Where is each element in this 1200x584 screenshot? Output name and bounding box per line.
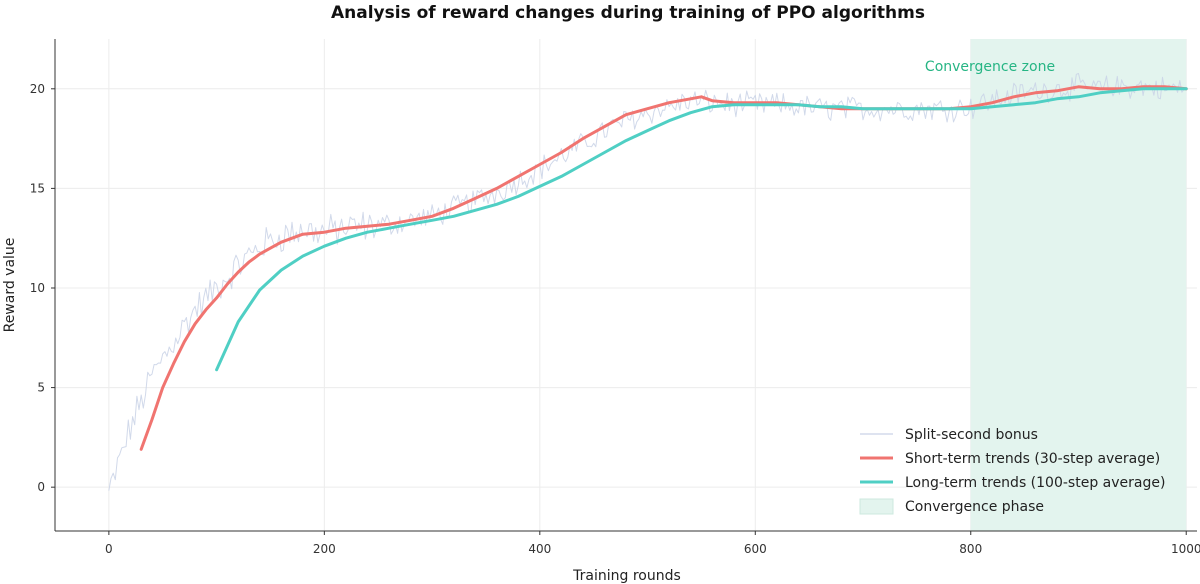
series-line-raw	[108, 73, 1187, 491]
legend-label-short: Short-term trends (30-step average)	[905, 451, 1160, 467]
y-tick-label-20: 20	[30, 82, 45, 96]
y-tick-label-10: 10	[30, 281, 45, 295]
x-tick-label-0: 0	[105, 542, 113, 556]
x-axis-label: Training rounds	[572, 568, 681, 584]
axes	[54, 39, 1197, 532]
y-tick-label-5: 5	[37, 381, 45, 395]
legend-label-zone: Convergence phase	[905, 499, 1044, 515]
tick-labels: 0 200 400 600 800 1000 0 5 10 15 20	[30, 82, 1200, 556]
x-tick-label-600: 600	[744, 542, 767, 556]
series-group	[108, 73, 1188, 491]
x-tick-label-800: 800	[959, 542, 982, 556]
convergence-zone-rect	[970, 39, 1187, 531]
convergence-zone	[970, 39, 1187, 531]
y-tick-label-15: 15	[30, 181, 45, 195]
y-axis-label: Reward value	[2, 238, 18, 333]
legend-label-long: Long-term trends (100-step average)	[905, 475, 1165, 491]
x-tick-label-200: 200	[313, 542, 336, 556]
legend: Split-second bonus Short-term trends (30…	[859, 427, 1165, 515]
x-tick-label-1000: 1000	[1171, 542, 1200, 556]
series-line-long	[215, 87, 1188, 372]
convergence-annotation: Convergence zone	[925, 59, 1055, 75]
chart-title: Analysis of reward changes during traini…	[331, 3, 925, 23]
legend-swatch-zone	[859, 498, 894, 515]
x-tick-label-400: 400	[528, 542, 551, 556]
series-line-short	[139, 85, 1188, 451]
legend-label-raw: Split-second bonus	[905, 427, 1038, 443]
y-tick-label-0: 0	[37, 480, 45, 494]
